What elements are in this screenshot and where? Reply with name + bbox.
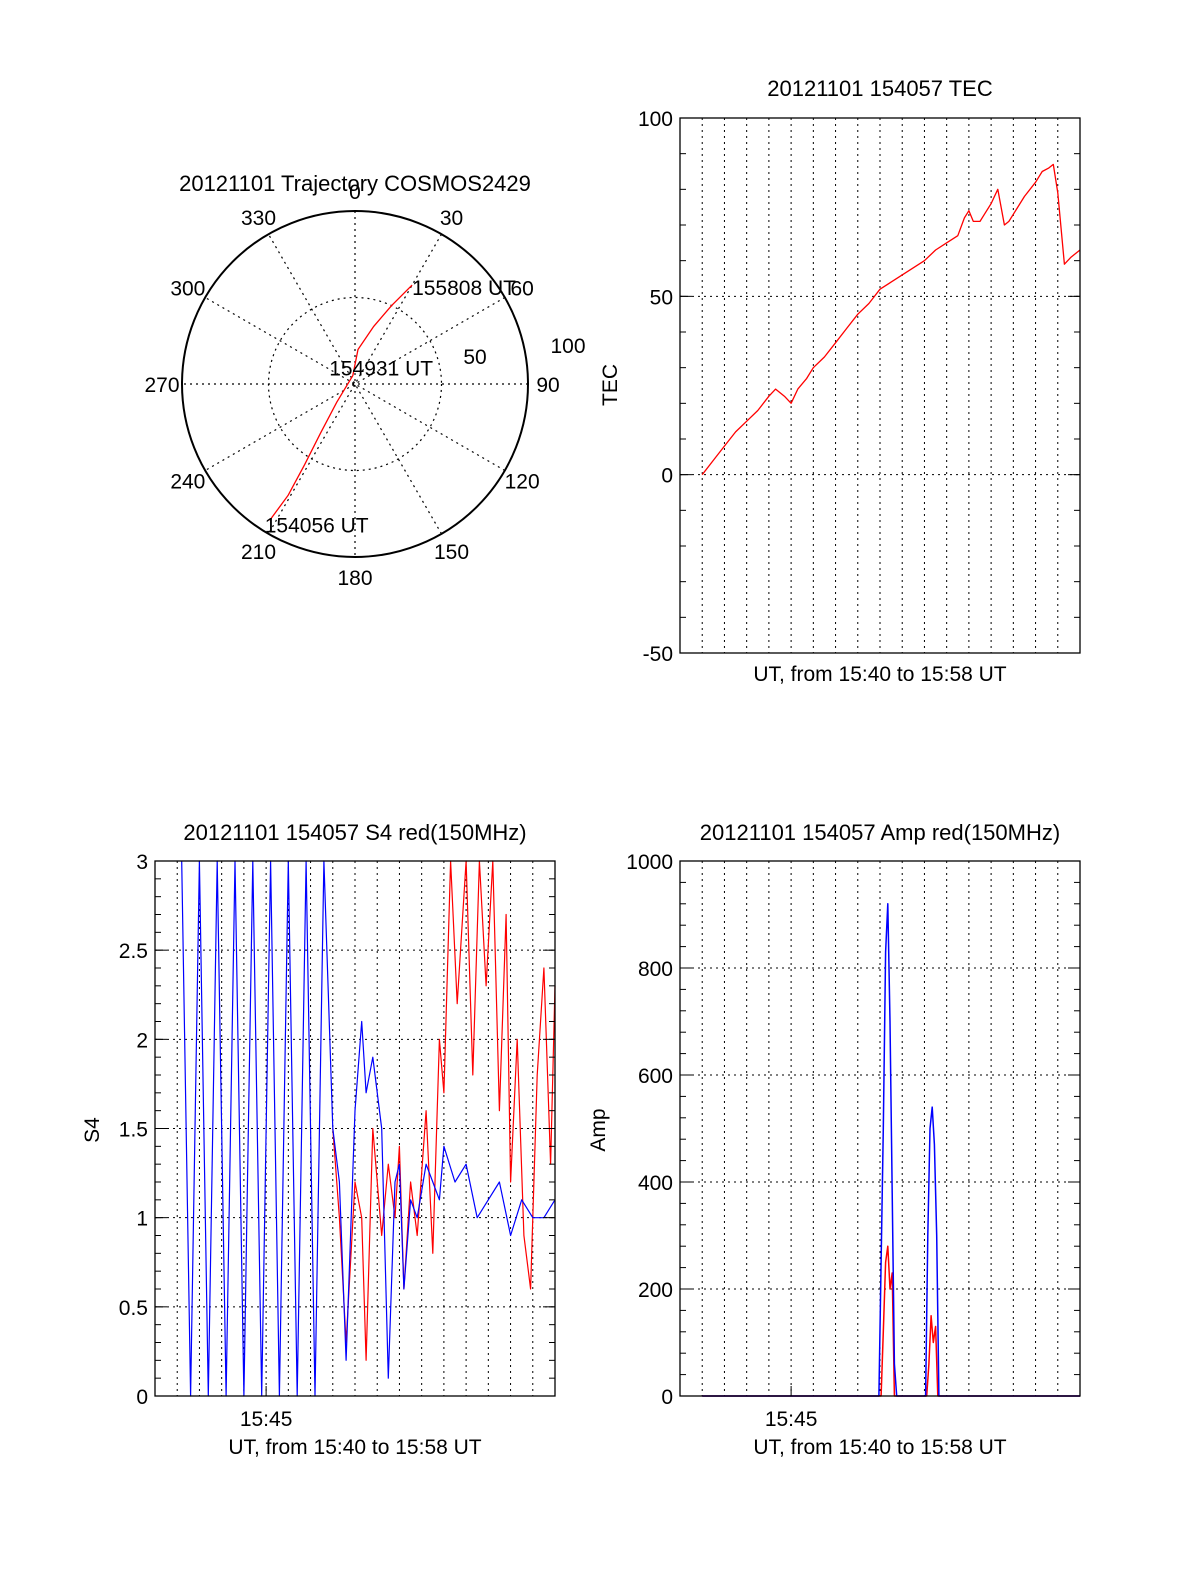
y-tick-label: 0 [136, 1386, 148, 1409]
amp-x-axis-label: UT, from 15:40 to 15:58 UT [753, 1436, 1006, 1459]
y-tick-label: 1 [136, 1208, 148, 1231]
amp-y-axis-label: Amp [587, 1108, 610, 1151]
polar-azimuth-label: 150 [434, 541, 469, 564]
y-tick-label: 200 [638, 1279, 673, 1302]
polar-ring-50 [267, 296, 443, 472]
y-tick-label: 0 [661, 1386, 673, 1409]
y-tick-label: 400 [638, 1172, 673, 1195]
series-line-1 [181, 860, 556, 1397]
s4-x-axis-label: UT, from 15:40 to 15:58 UT [228, 1436, 481, 1459]
y-tick-label: 3 [136, 851, 148, 874]
polar-azimuth-label: 330 [241, 207, 276, 230]
y-tick-label: 50 [650, 286, 673, 309]
trajectory-time-label: 154056 UT [265, 514, 369, 537]
series-line-1 [702, 903, 1080, 1397]
trajectory-polar-panel: 20121101 Trajectory COSMOS2429 0 30 60 90 12… [144, 171, 585, 590]
y-tick-label: 100 [638, 108, 673, 131]
trajectory-line [269, 284, 413, 521]
tec-y-axis-label: TEC [599, 364, 622, 406]
polar-azimuth-label: 270 [144, 374, 179, 397]
polar-radial-label: 100 [550, 335, 585, 358]
polar-azimuth-label: 120 [505, 471, 540, 494]
s4-title: 20121101 154057 S4 red(150MHz) [183, 820, 526, 845]
trajectory-time-label: 154931 UT [329, 357, 433, 380]
polar-outer-ring [181, 210, 529, 558]
polar-azimuth-label: 210 [241, 541, 276, 564]
trajectory-time-label: 155808 UT [412, 277, 516, 300]
y-tick-label: 0.5 [119, 1297, 148, 1320]
polar-spoke-60 [204, 296, 506, 472]
polar-radial-label: 50 [463, 346, 486, 369]
s4-y-axis-label: S4 [81, 1117, 104, 1143]
series-line-0 [332, 860, 556, 1361]
amp-plot-frame [679, 860, 1081, 1397]
polar-azimuth-label: 240 [170, 471, 205, 494]
tec-plot-frame [679, 117, 1081, 654]
amp-title: 20121101 154057 Amp red(150MHz) [700, 820, 1060, 845]
polar-azimuth-label: 30 [440, 207, 463, 230]
polar-spoke-150 [267, 233, 443, 535]
y-tick-label: 1000 [626, 851, 673, 874]
amp-panel: 20121101 154057 Amp red(150MHz) 0 200 400 6… [587, 820, 1081, 1459]
x-tick-label: 15:45 [765, 1408, 818, 1431]
y-tick-label: 600 [638, 1065, 673, 1088]
y-tick-label: 0 [661, 465, 673, 488]
series-line-0 [702, 1245, 1080, 1397]
x-tick-label: 15:45 [240, 1408, 293, 1431]
trajectory-title: 20121101 Trajectory COSMOS2429 [179, 171, 531, 196]
y-tick-label: -50 [643, 643, 673, 666]
tec-panel: 20121101 154057 TEC 100 50 0 -50 UT, from 1… [599, 76, 1081, 686]
y-tick-label: 1.5 [119, 1119, 148, 1142]
s4-panel: 20121101 154057 S4 red(150MHz) 0 0.5 1 1.5 2… [81, 820, 556, 1459]
tec-x-axis-label: UT, from 15:40 to 15:58 UT [753, 663, 1006, 686]
y-tick-label: 800 [638, 958, 673, 981]
tec-title: 20121101 154057 TEC [767, 76, 993, 101]
polar-spoke-30 [267, 233, 443, 535]
polar-azimuth-label: 300 [170, 278, 205, 301]
polar-azimuth-label: 0 [349, 181, 361, 204]
polar-azimuth-label: 60 [510, 278, 533, 301]
polar-spoke-120 [204, 296, 506, 472]
polar-azimuth-label: 90 [536, 374, 559, 397]
y-tick-label: 2.5 [119, 940, 148, 963]
y-tick-label: 2 [136, 1029, 148, 1052]
series-line-0 [701, 163, 1081, 476]
polar-azimuth-label: 180 [337, 567, 372, 590]
